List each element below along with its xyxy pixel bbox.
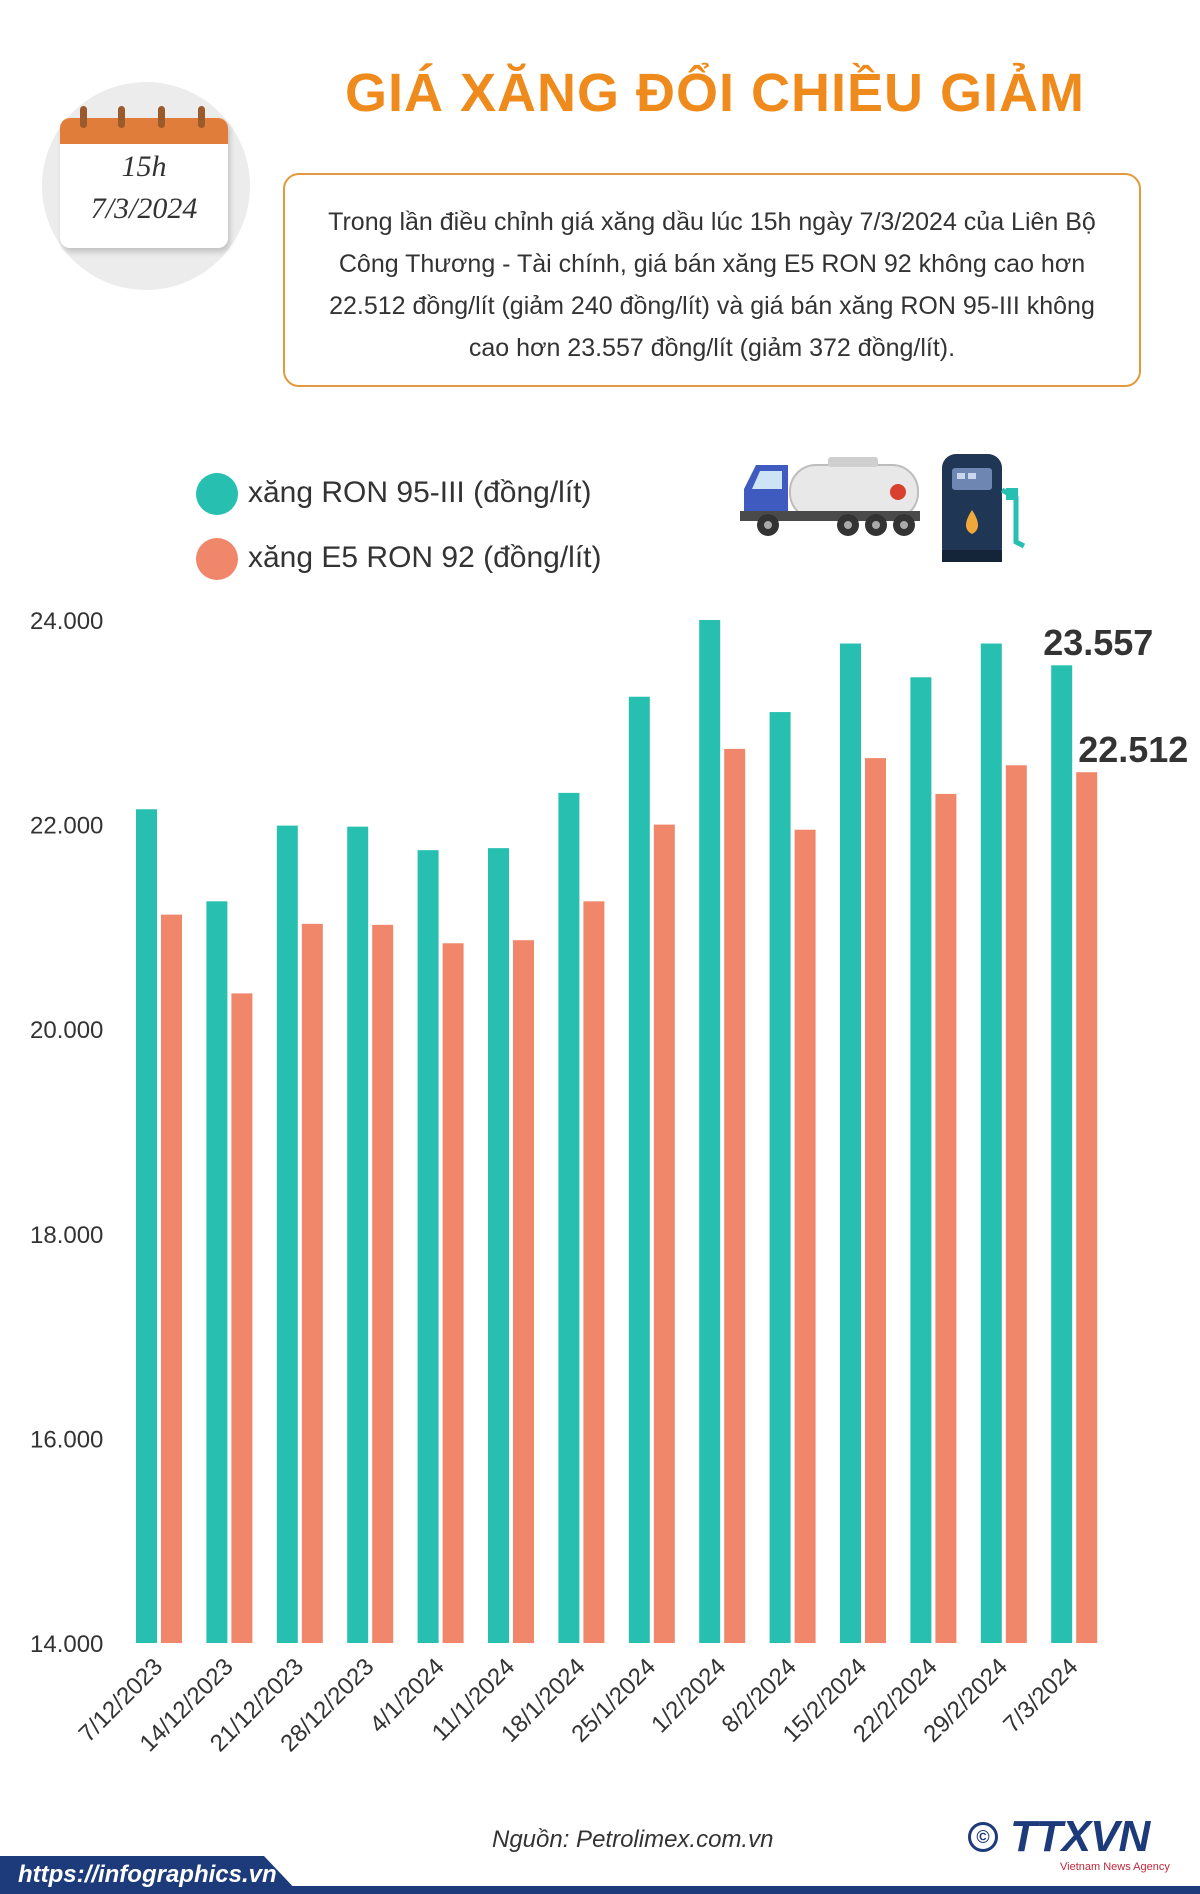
- bar-ron95: [628, 696, 650, 1643]
- data-label-e5-latest: 22.512: [1078, 729, 1188, 770]
- bar-ron95: [136, 809, 157, 1643]
- source-text: Nguồn: Petrolimex.com.vn: [492, 1826, 774, 1853]
- data-label-ron95-latest: 23.557: [1043, 622, 1153, 663]
- bar-e5: [161, 914, 182, 1643]
- bar-e5: [301, 923, 323, 1643]
- bar-e5: [794, 829, 816, 1643]
- ttxvn-logo: TTXVN: [1010, 1812, 1150, 1861]
- bar-e5: [1005, 765, 1027, 1643]
- calendar-time: 15h: [121, 150, 167, 183]
- bar-e5: [583, 901, 605, 1643]
- bar-ron95: [417, 850, 439, 1643]
- bar-e5: [442, 943, 464, 1643]
- ttxvn-logo-subtitle: Vietnam News Agency: [1060, 1861, 1170, 1873]
- bar-e5: [653, 824, 675, 1643]
- tanker-truck-icon: [740, 457, 920, 536]
- bar-e5: [372, 924, 394, 1643]
- bar-ron95: [347, 826, 369, 1643]
- bar-ron95: [910, 677, 932, 1643]
- y-tick-label: 16.000: [30, 1426, 103, 1453]
- fuel-pump-icon: [942, 454, 1026, 562]
- bar-ron95: [769, 712, 791, 1643]
- summary-box: Trong lần điều chỉnh giá xăng dầu lúc 15…: [283, 173, 1141, 387]
- bar-ron95: [206, 901, 228, 1643]
- bar-ron95: [840, 643, 861, 1643]
- bar-e5: [724, 748, 746, 1643]
- bar-ron95: [1051, 665, 1073, 1643]
- bar-ron95: [558, 792, 580, 1643]
- x-tick-label: 7/3/2024: [998, 1653, 1083, 1738]
- bar-ron95: [276, 825, 298, 1643]
- bar-ron95: [488, 848, 509, 1643]
- y-tick-label: 14.000: [30, 1631, 103, 1658]
- bar-ron95: [980, 643, 1002, 1643]
- calendar-ring: [80, 106, 87, 128]
- calendar-ring: [118, 106, 125, 128]
- website-link[interactable]: https://infographics.vn: [0, 1856, 300, 1894]
- bar-e5: [935, 793, 957, 1643]
- y-tick-label: 22.000: [30, 813, 103, 840]
- footer-bar: [240, 1886, 1200, 1894]
- y-tick-label: 20.000: [30, 1017, 103, 1044]
- legend-label-ron95: xăng RON 95-III (đồng/lít): [248, 476, 592, 509]
- calendar-date: 7/3/2024: [90, 192, 198, 225]
- bar-e5: [1076, 772, 1098, 1643]
- bar-e5: [513, 940, 534, 1643]
- page-title: GIÁ XĂNG ĐỔI CHIỀU GIẢM: [344, 63, 1086, 123]
- y-tick-label: 24.000: [30, 608, 103, 635]
- y-tick-label: 18.000: [30, 1222, 103, 1249]
- legend-swatch-ron95: [196, 473, 238, 515]
- calendar-ring: [198, 106, 205, 128]
- bar-e5: [865, 758, 886, 1643]
- legend-swatch-e5: [196, 538, 238, 580]
- bar-e5: [231, 993, 253, 1643]
- legend-label-e5: xăng E5 RON 92 (đồng/lít): [248, 541, 602, 574]
- x-tick-label: 1/2/2024: [646, 1653, 731, 1738]
- copyright-icon: ©: [968, 1822, 998, 1852]
- bar-ron95: [699, 620, 721, 1643]
- calendar-ring: [158, 106, 165, 128]
